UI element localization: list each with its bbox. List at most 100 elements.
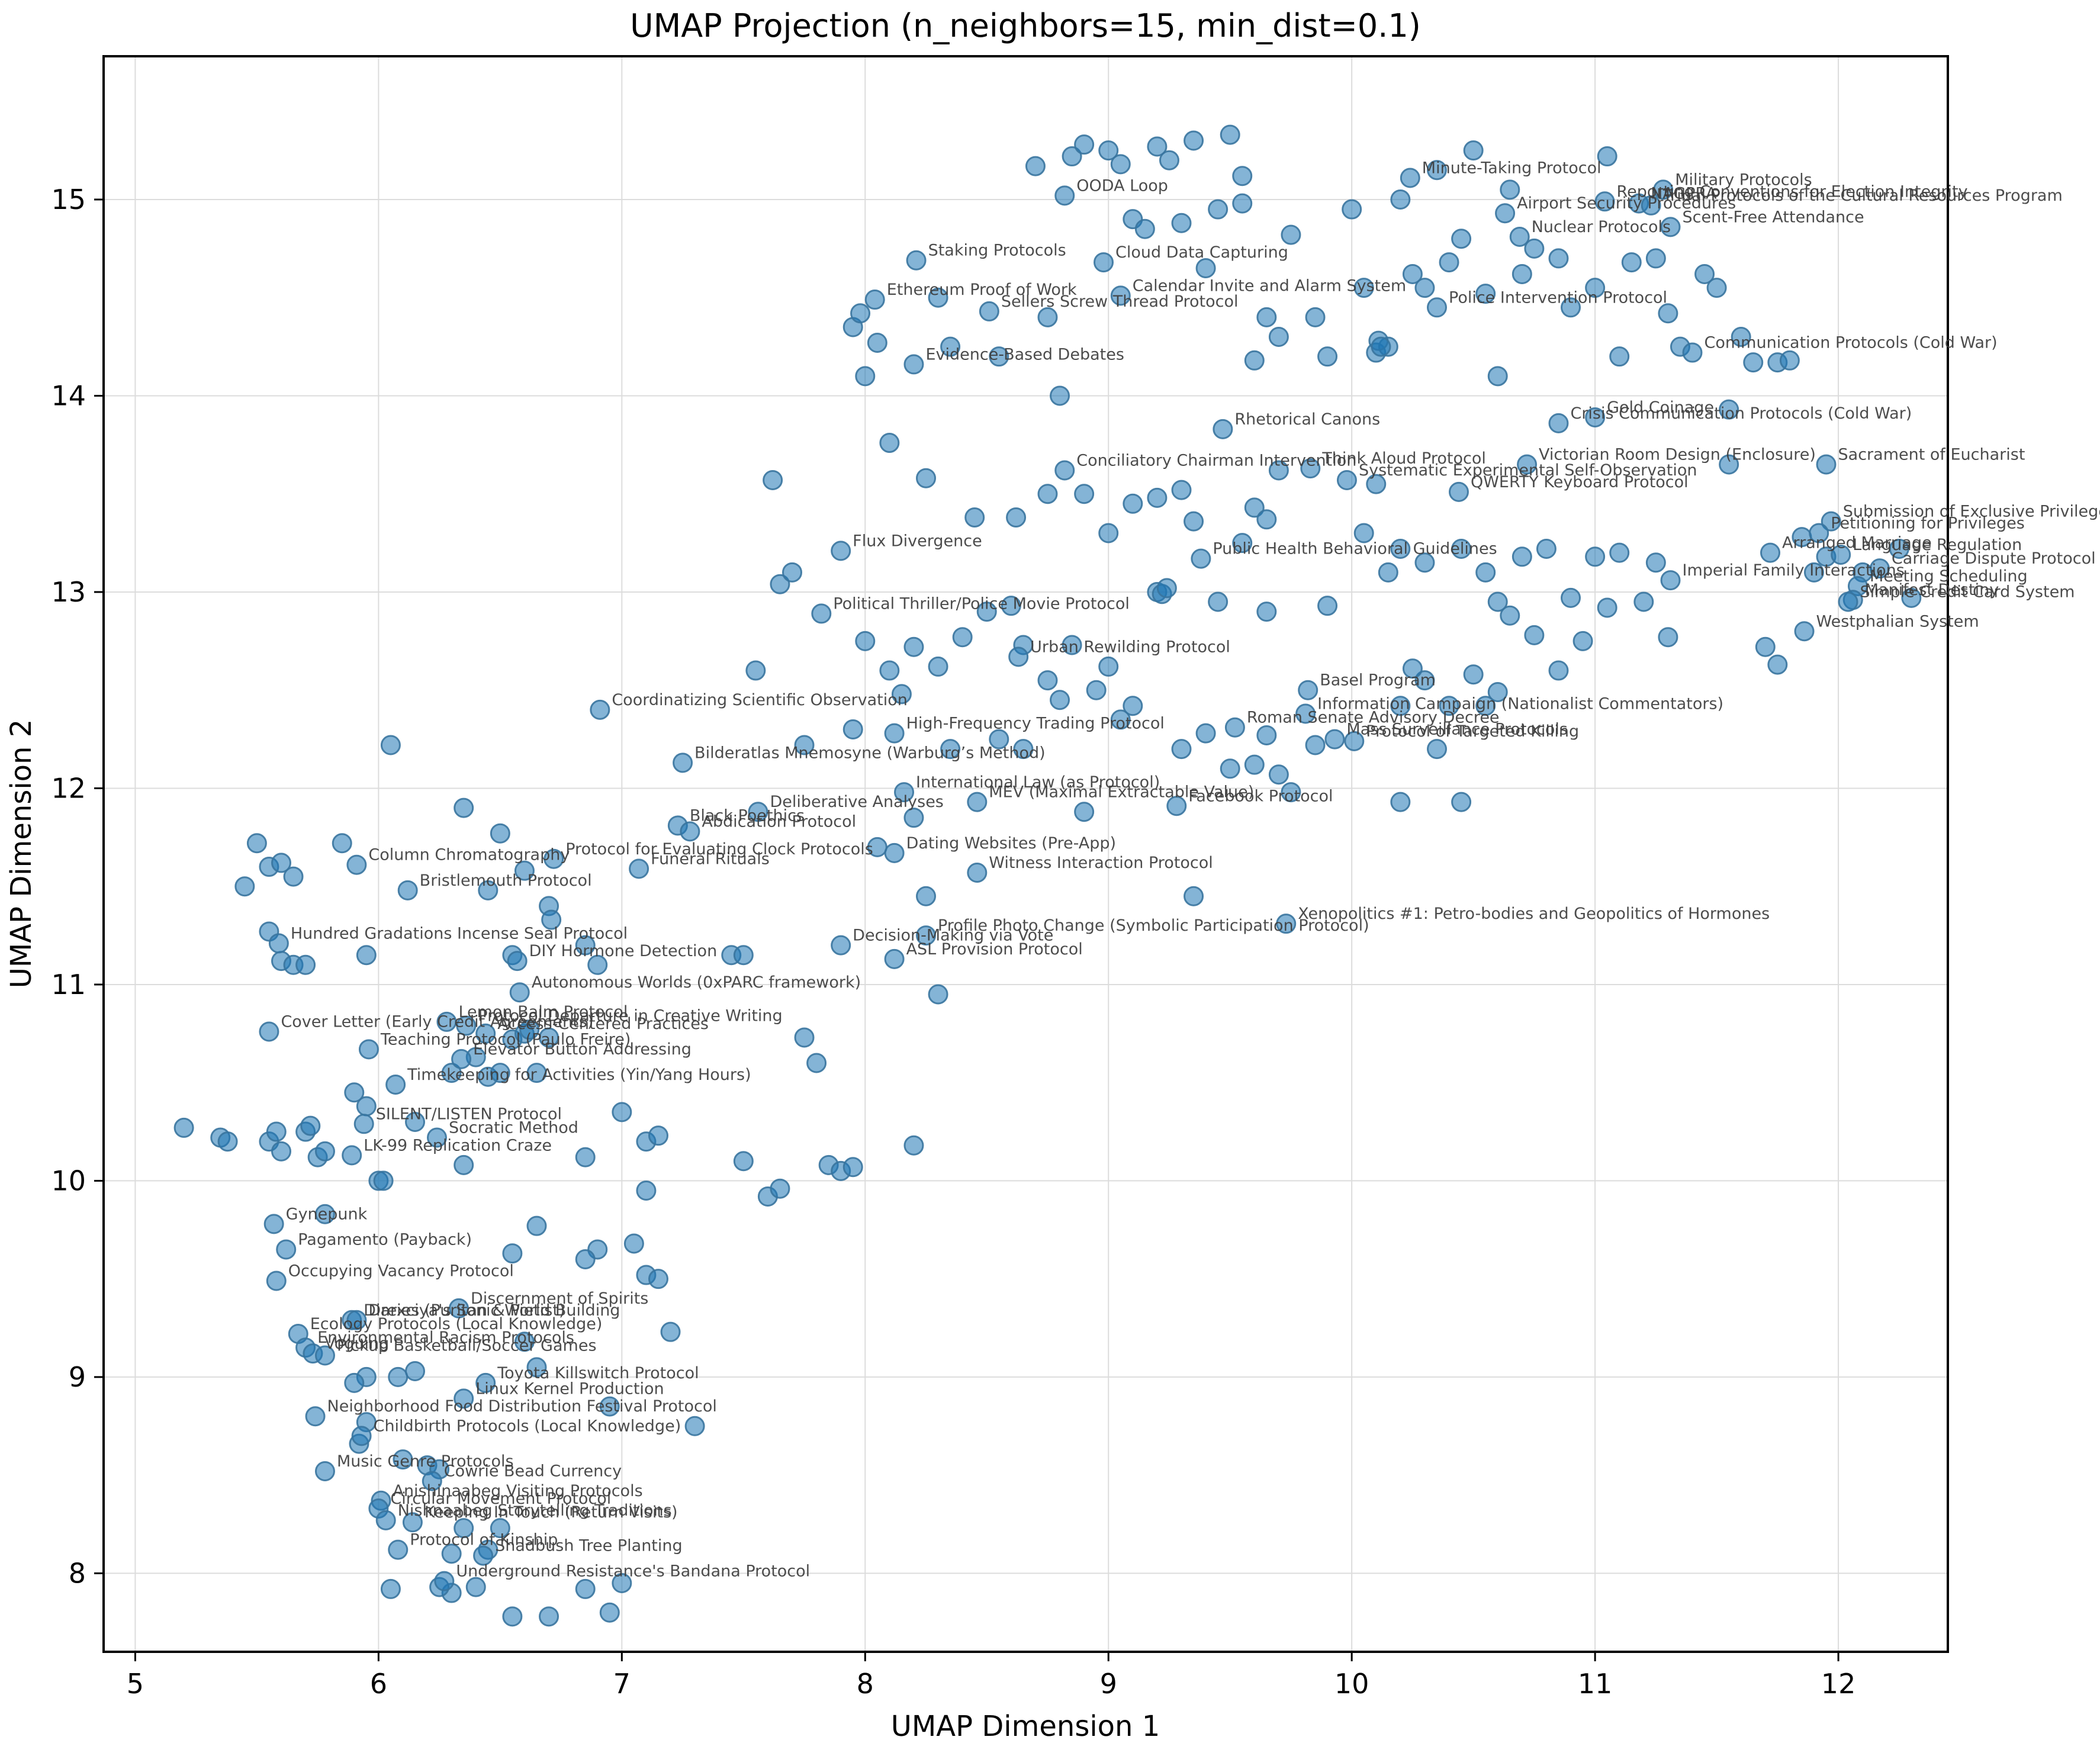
scatter-point — [916, 468, 937, 488]
scatter-point — [263, 1214, 284, 1234]
scatter-point — [770, 574, 790, 594]
scatter-point — [575, 1249, 596, 1270]
scatter-point — [1427, 297, 1448, 318]
point-label: Sellers Screw Thread Protocol — [1001, 292, 1239, 311]
point-label: Gynepunk — [286, 1205, 368, 1223]
scatter-point — [268, 933, 289, 954]
scatter-point — [1390, 539, 1411, 559]
scatter-point — [356, 1096, 377, 1117]
scatter-point — [831, 541, 851, 561]
scatter-point — [1682, 342, 1703, 363]
scatter-point — [1838, 591, 1858, 612]
scatter-point — [402, 1512, 423, 1533]
scatter-point — [541, 909, 562, 930]
point-label: SILENT/LISTEN Protocol — [376, 1105, 562, 1123]
point-label: Mass Surveillance Protocols — [1346, 721, 1568, 739]
point-label: Roman Senate Advisory Decree — [1247, 709, 1500, 727]
point-label: Public Health Behavioral Guidelines — [1213, 540, 1497, 558]
scatter-point — [879, 660, 900, 681]
scatter-point — [1500, 605, 1520, 626]
scatter-point — [1244, 350, 1265, 371]
scatter-point — [587, 954, 608, 975]
scatter-point — [1645, 552, 1666, 573]
scatter-point — [1366, 474, 1387, 494]
scatter-point — [673, 752, 693, 773]
scatter-point — [1276, 914, 1297, 934]
point-label: Protocol of Targeted Killing — [1366, 722, 1579, 741]
point-label: Voguing — [324, 1334, 389, 1353]
scatter-point — [770, 1178, 790, 1199]
scatter-point — [283, 866, 304, 887]
scatter-point — [1025, 156, 1046, 176]
scatter-point — [1159, 150, 1179, 171]
scatter-point — [575, 1578, 596, 1599]
scatter-point — [375, 1510, 396, 1530]
scatter-point — [342, 1145, 362, 1166]
x-tick-label: 8 — [857, 1668, 874, 1700]
point-label: Language Regulation — [1853, 536, 2022, 554]
point-label: Toyota Killswitch Protocol — [497, 1364, 699, 1382]
scatter-point — [1305, 307, 1326, 327]
scatter-point — [794, 1027, 815, 1048]
point-label: MEV (Maximal Extractable Value) — [989, 783, 1254, 802]
scatter-point — [1134, 218, 1155, 239]
scatter-point — [1731, 327, 1751, 348]
point-label: Hundred Gradations Incense Seal Protocol — [291, 924, 628, 943]
y-tick-label: 15 — [51, 184, 86, 216]
scatter-point — [1342, 199, 1362, 220]
scatter-point — [1256, 509, 1277, 530]
point-label: Staking Protocols — [928, 242, 1066, 260]
scatter-point — [1487, 682, 1508, 703]
scatter-point — [1353, 523, 1374, 543]
point-label: Cloud Data Capturing — [1115, 243, 1288, 262]
scatter-point — [1719, 399, 1739, 420]
x-tick-label: 5 — [127, 1668, 144, 1700]
scatter-point — [1195, 258, 1216, 279]
point-label: Socratic Method — [449, 1119, 578, 1137]
scatter-point — [1244, 497, 1265, 518]
scatter-point — [1213, 419, 1233, 439]
scatter-points-layer — [173, 124, 1922, 1627]
point-label: Protocol for Evaluating Clock Protocols — [565, 840, 873, 858]
scatter-point — [806, 1053, 827, 1073]
scatter-point — [1317, 596, 1338, 616]
scatter-point — [1281, 224, 1301, 245]
point-label: Submission of Exclusive Privileges — [1843, 503, 2100, 521]
point-label: LK-99 Replication Craze — [364, 1136, 552, 1154]
scatter-point — [1658, 627, 1678, 648]
scatter-point — [1487, 591, 1508, 612]
scatter-point — [358, 1039, 379, 1060]
scatter-point — [867, 332, 887, 353]
scatter-point — [1123, 696, 1143, 716]
y-tick-label: 12 — [51, 772, 86, 804]
scatter-point — [928, 656, 948, 677]
scatter-point — [1597, 146, 1617, 167]
scatter-point — [314, 1141, 335, 1162]
point-label: Flux Divergence — [853, 532, 982, 550]
point-label: Linux Kernel Production — [475, 1379, 664, 1398]
scatter-point — [1400, 168, 1420, 188]
scatter-point — [1256, 307, 1277, 327]
scatter-point — [1524, 238, 1545, 259]
scatter-point — [1487, 366, 1508, 387]
scatter-point — [276, 1239, 297, 1260]
point-label: ASL Provision Protocol — [906, 940, 1083, 959]
point-label: Arranged Marriage — [1782, 534, 1932, 552]
scatter-point — [612, 1102, 632, 1123]
scatter-point — [1098, 523, 1119, 543]
point-label: Environmental Racism Protocols — [317, 1329, 574, 1347]
point-label: Facebook Protocol — [1188, 787, 1333, 805]
scatter-point — [1232, 166, 1253, 186]
point-label: Evidence-Based Debates — [925, 345, 1124, 364]
point-label: Shadbush Tree Planting — [495, 1537, 683, 1555]
scatter-point — [1645, 248, 1666, 269]
scatter-point — [903, 808, 924, 828]
scatter-point — [1074, 802, 1095, 822]
point-label: Funeral Rituals — [651, 850, 770, 868]
scatter-point — [271, 1141, 291, 1162]
point-label: International Law (as Protocol) — [916, 773, 1160, 792]
scatter-point — [636, 1181, 657, 1201]
scatter-point — [1208, 591, 1229, 612]
scatter-point — [353, 1114, 374, 1134]
point-label: DIY Hormone Detection — [529, 942, 718, 960]
